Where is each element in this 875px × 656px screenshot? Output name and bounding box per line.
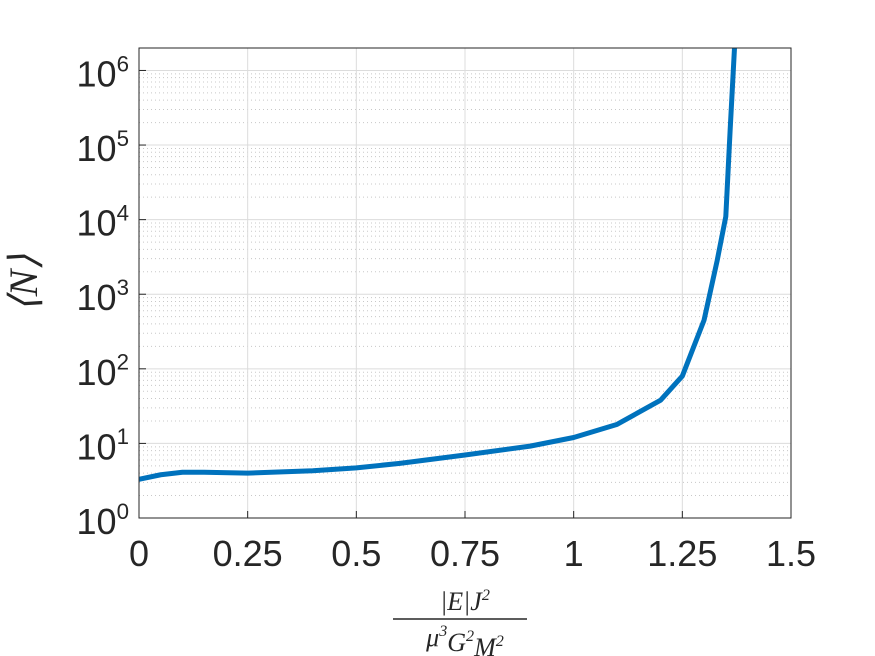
y-label: ⟨N⟩ [1,254,46,312]
axes-frame [138,47,792,519]
x-tick-label: 0.75 [430,533,500,574]
data-line [139,48,737,482]
y-tick-label: 106​ [77,51,129,94]
y-tick-label: 101​ [77,424,129,467]
x-tick-label: 0 [129,533,149,574]
x-tick-label: 0.25 [213,533,283,574]
y-tick-label: 104​ [77,200,129,243]
x-tick-label: 1.5 [766,533,816,574]
y-tick-label: 102​ [77,350,129,393]
x-tick-label: 0.5 [331,533,381,574]
x-tick-label: 1 [564,533,584,574]
x-label-numerator: |E|J2​ [440,587,490,616]
y-tick-label: 103​ [77,275,129,318]
x-label-denominator: μ3​G2​M2​ [425,623,504,656]
x-tick-label: 1.25 [647,533,717,574]
y-tick-label: 100​ [77,499,129,542]
y-tick-label: 105​ [77,126,129,169]
